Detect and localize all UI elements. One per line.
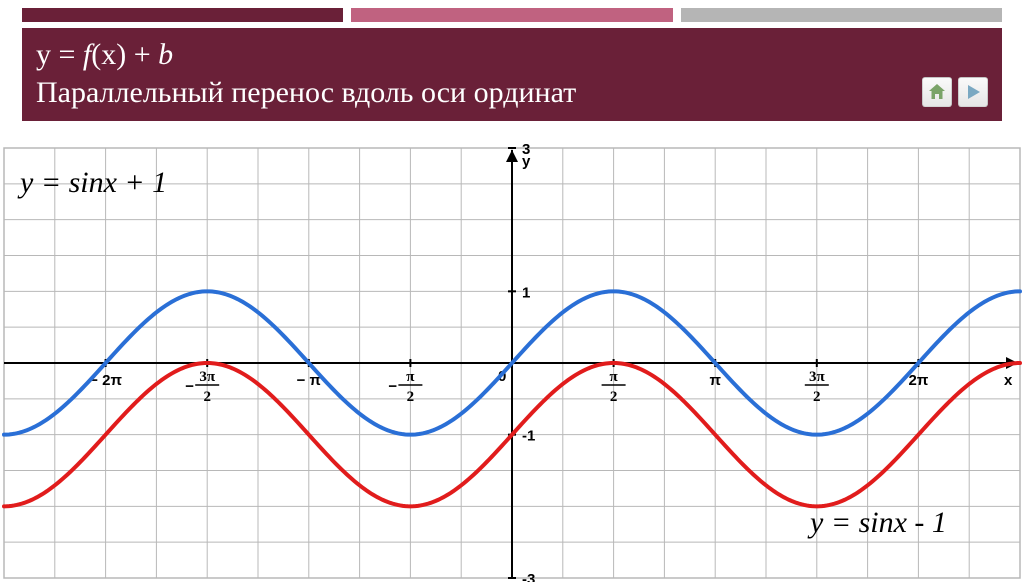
- svg-text:2π: 2π: [908, 372, 928, 389]
- equation-label-red: y = sinx - 1: [810, 506, 947, 540]
- svg-text:-3: -3: [522, 571, 535, 582]
- svg-text:x: x: [1004, 372, 1013, 389]
- svg-text:3π: 3π: [199, 369, 216, 385]
- svg-text:−: −: [388, 378, 397, 395]
- svg-text:2: 2: [813, 389, 821, 405]
- title-line1-mid: (x) +: [91, 38, 158, 71]
- title-line1-b: b: [158, 38, 173, 71]
- title-line1-f: f: [83, 38, 91, 71]
- svg-text:-1: -1: [522, 428, 535, 445]
- slide-title-text: y = f(x) + b Параллельный перенос вдоль …: [36, 36, 576, 111]
- home-icon: [927, 82, 947, 102]
- svg-text:−: −: [185, 378, 194, 395]
- title-line1-prefix: y =: [36, 38, 83, 71]
- svg-text:2: 2: [610, 389, 618, 405]
- accent-bar-3: [681, 8, 1002, 22]
- svg-text:3π: 3π: [809, 369, 826, 385]
- accent-bar-2: [351, 8, 672, 22]
- home-button[interactable]: [922, 77, 952, 107]
- top-accent-bars: [0, 8, 1024, 22]
- svg-text:π: π: [609, 369, 618, 385]
- play-icon: [963, 82, 983, 102]
- svg-text:3: 3: [522, 144, 530, 158]
- svg-text:1: 1: [522, 284, 530, 301]
- next-button[interactable]: [958, 77, 988, 107]
- equation-label-blue: y = sinx + 1: [20, 166, 167, 200]
- slide-title-bar: y = f(x) + b Параллельный перенос вдоль …: [22, 28, 1002, 121]
- svg-text:π: π: [709, 372, 721, 389]
- accent-bar-1: [22, 8, 343, 22]
- svg-text:π: π: [406, 369, 415, 385]
- title-line2: Параллельный перенос вдоль оси ординат: [36, 76, 576, 109]
- svg-text:2: 2: [203, 389, 211, 405]
- svg-text:2: 2: [407, 389, 415, 405]
- nav-buttons: [922, 77, 988, 107]
